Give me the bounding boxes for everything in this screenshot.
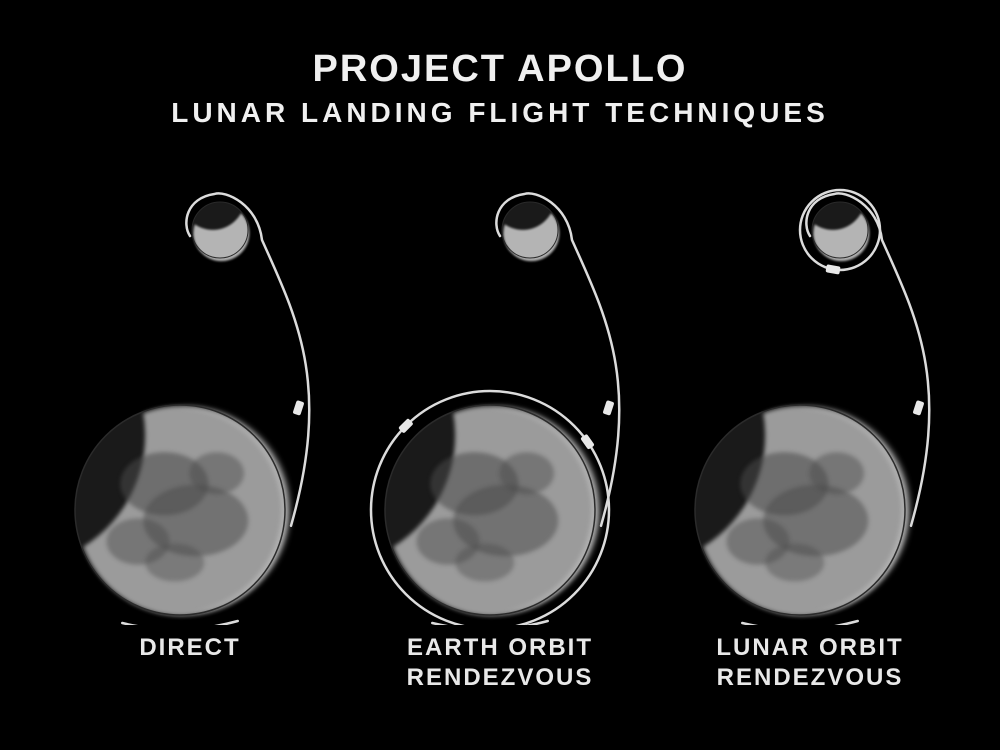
- technique-label-direct: DIRECT: [30, 633, 350, 663]
- technique-label-eor: EARTH ORBITRENDEZVOUS: [340, 633, 660, 693]
- title-subtitle: LUNAR LANDING FLIGHT TECHNIQUES: [0, 97, 1000, 129]
- title-main: PROJECT APOLLO: [0, 48, 1000, 91]
- technique-panel-eor: EARTH ORBITRENDEZVOUS: [340, 175, 660, 693]
- technique-illustration-eor: [340, 175, 660, 625]
- earth-launch-arc: [742, 621, 858, 625]
- technique-label-line1: DIRECT: [139, 634, 240, 661]
- title-block: PROJECT APOLLO LUNAR LANDING FLIGHT TECH…: [0, 48, 1000, 129]
- technique-label-line1: LUNAR ORBIT: [716, 634, 903, 661]
- spacecraft-icon: [293, 400, 305, 416]
- apollo-flight-techniques-diagram: PROJECT APOLLO LUNAR LANDING FLIGHT TECH…: [0, 0, 1000, 750]
- spacecraft-icon: [603, 400, 615, 416]
- spacecraft-icon: [913, 400, 925, 416]
- technique-label-line2: RENDEZVOUS: [340, 663, 660, 693]
- technique-label-line1: EARTH ORBIT: [407, 634, 593, 661]
- spacecraft-icon: [825, 264, 840, 274]
- technique-label-lor: LUNAR ORBITRENDEZVOUS: [650, 633, 970, 693]
- technique-label-line2: RENDEZVOUS: [650, 663, 970, 693]
- technique-illustration-lor: [650, 175, 970, 625]
- technique-panel-direct: DIRECT: [30, 175, 350, 663]
- technique-illustration-direct: [30, 175, 350, 625]
- technique-panel-lor: LUNAR ORBITRENDEZVOUS: [650, 175, 970, 693]
- earth-launch-arc: [122, 621, 238, 625]
